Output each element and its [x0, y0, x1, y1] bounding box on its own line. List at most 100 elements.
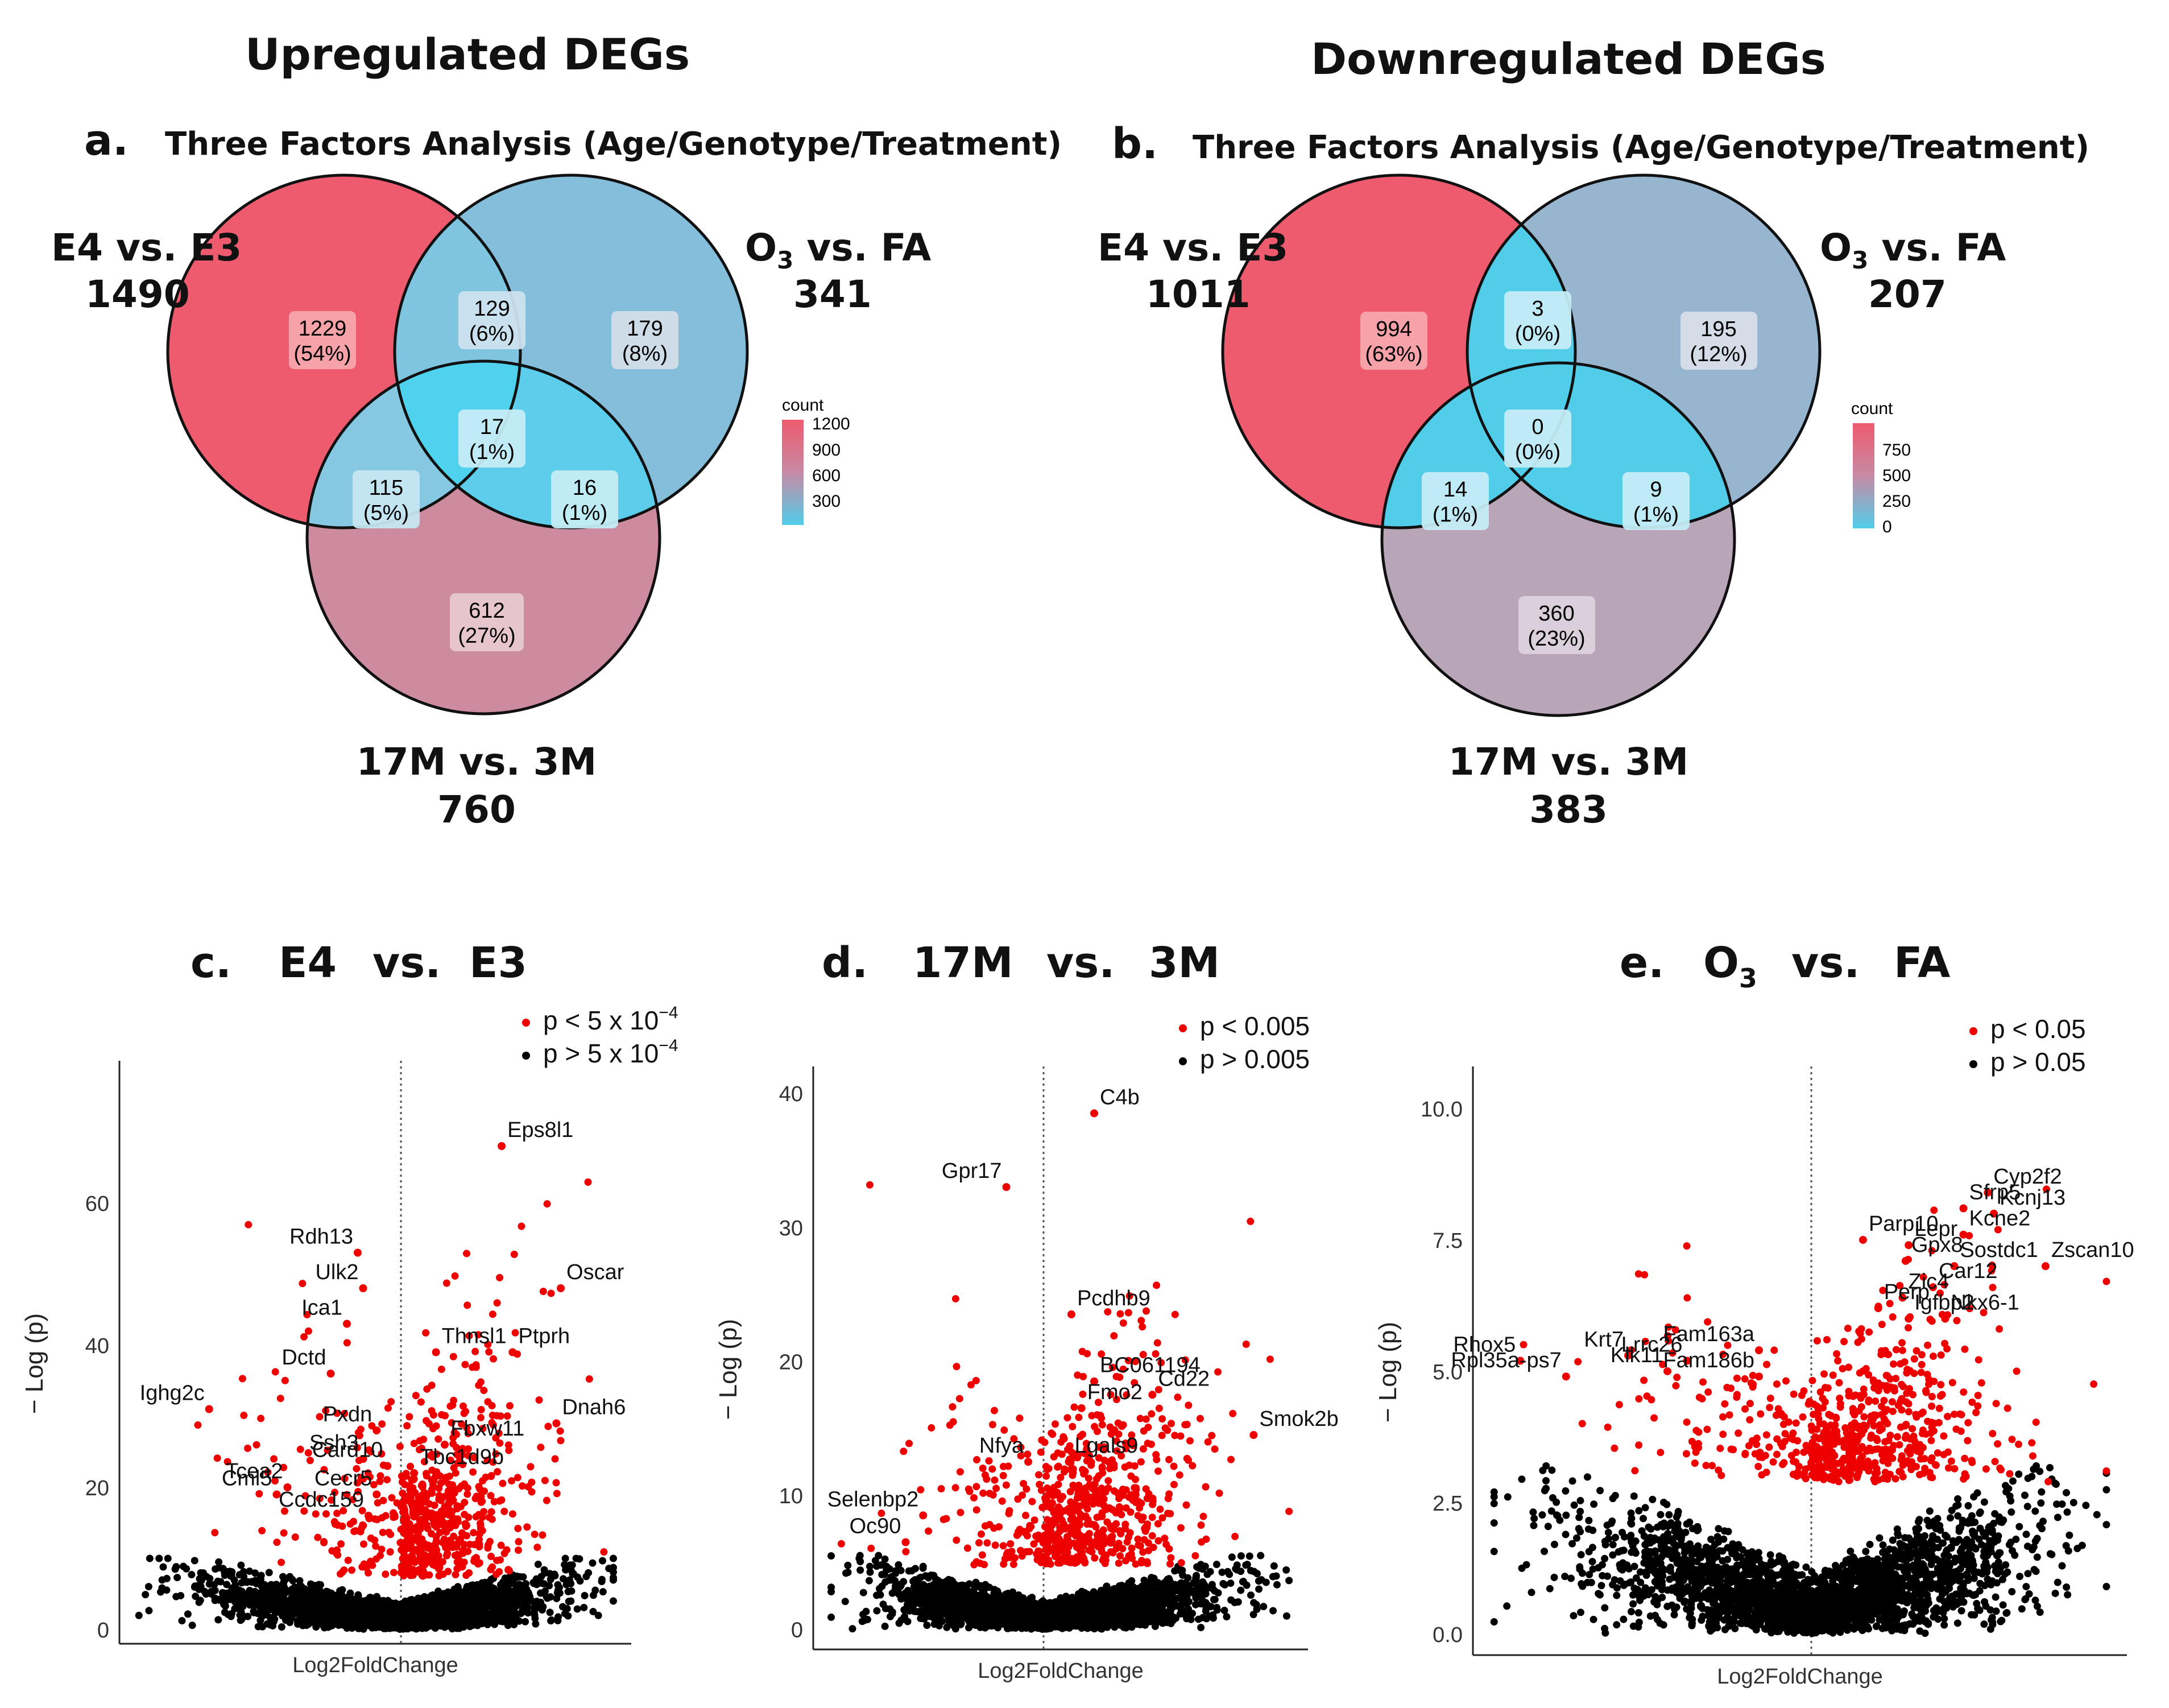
venn-b-region-o3-only-pct: (12%): [1690, 342, 1747, 366]
y-tick-label: 10: [779, 1484, 803, 1508]
y-tick-label: 30: [779, 1217, 803, 1240]
gene-label: BC061194: [1100, 1354, 1201, 1378]
venn-a-set-e4-label: E4 vs. E3: [51, 226, 242, 270]
gene-point: [1090, 1109, 1098, 1118]
venn-a-set-age-label: 17M vs. 3M: [357, 740, 597, 784]
gene-fmo2: Fmo2: [1077, 1380, 1143, 1412]
legend-label: p > 5 x 10−4: [543, 1036, 678, 1068]
legend-swatch: [1969, 1027, 1977, 1035]
venn-a-region-o3-age-pct: (1%): [562, 501, 607, 525]
gene-label: Tcea2: [225, 1459, 283, 1483]
legend-label: p > 0.005: [1200, 1044, 1310, 1074]
gene-sfrp5: Sfrp5: [1959, 1181, 2021, 1213]
panel-e-title-mid: vs.: [1791, 938, 1860, 987]
venn-a-legend-title: count: [782, 396, 824, 415]
gene-point: [359, 1284, 367, 1292]
gene-krt7: Krt7: [1584, 1327, 1632, 1360]
y-tick-label: 40: [779, 1082, 803, 1106]
gene-point: [557, 1284, 565, 1292]
venn-a-region-e4-age-pct: (5%): [363, 501, 409, 525]
x-axis-label: Log2FoldChange: [1717, 1665, 1883, 1689]
gene-label: Smok2b: [1259, 1407, 1338, 1431]
gene-label: Dctd: [282, 1346, 326, 1370]
panel-c-title-mid: vs.: [372, 938, 441, 987]
panel-c-title-right: E3: [469, 938, 527, 987]
gene-c4b: C4b: [1090, 1085, 1140, 1118]
venn-a-count-legend: count 1200 900 600 300: [782, 396, 850, 525]
gene-point: [1024, 1458, 1033, 1466]
venn-b-region-all-count: 0: [1531, 415, 1543, 439]
gene-point: [1002, 1183, 1011, 1192]
gene-point: [1905, 1241, 1913, 1250]
volcano-plot-c: 0 20 40 60 Log2FoldChange − Log (p) Eps8l1 Rdh1…: [20, 1003, 678, 1677]
gene-igfbp2: Igfbp2: [1905, 1291, 1975, 1323]
gene-gpr17: Gpr17: [942, 1159, 1011, 1192]
venn-b-legend-tick-3: 0: [1882, 518, 1892, 536]
gene-fam186b: Fam186b: [1663, 1349, 1763, 1381]
venn-b-region-o3-age-count: 9: [1650, 478, 1662, 502]
gene-tcea2: Tcea2: [225, 1459, 292, 1491]
gene-klk11: Klk11: [1611, 1343, 1671, 1375]
venn-b-region-e4-o3-pct: (0%): [1515, 322, 1560, 346]
gene-pcdhb9: Pcdhb9: [1067, 1287, 1150, 1318]
significance-legend: p < 0.05p > 0.05: [1969, 1014, 2086, 1077]
gene-point: [272, 1490, 281, 1499]
gene-gpx8: Gpx8: [1901, 1233, 1963, 1265]
legend-swatch: [1179, 1024, 1187, 1032]
venn-b-set-e4-label: E4 vs. E3: [1098, 226, 1288, 270]
gene-point: [1990, 1209, 1998, 1218]
gene-label: Ighg2c: [140, 1382, 205, 1405]
panel-c-letter: c.: [191, 938, 231, 987]
y-axis-label: − Log (p): [20, 1313, 48, 1414]
gene-point: [1905, 1314, 1913, 1323]
venn-a-region-o3-only-count: 179: [627, 317, 663, 341]
gene-parp10: Parp10: [1858, 1212, 1939, 1244]
venn-a-legend-tick-1: 900: [812, 441, 841, 460]
panel-b-title: Three Factors Analysis (Age/Genotype/Tre…: [1193, 129, 2089, 166]
gene-point: [1941, 1314, 1949, 1323]
gene-point-cloud: [827, 1181, 1293, 1633]
gene-cecr5: Cecr5: [314, 1467, 381, 1499]
gene-point: [410, 1469, 419, 1477]
venn-a-region-age-only-pct: (27%): [458, 624, 515, 648]
legend-label: p > 0.05: [1990, 1047, 2086, 1077]
gene-point: [1663, 1367, 1671, 1375]
gene-smok2b: Smok2b: [1249, 1407, 1339, 1439]
gene-kcnj13: Kcnj13: [1990, 1186, 2065, 1218]
venn-a-set-age-total: 760: [437, 788, 516, 832]
venn-b-region-o3-age-pct: (1%): [1633, 503, 1679, 527]
gene-zscan10: Zscan10: [2041, 1238, 2134, 1271]
gene-rpl35a-ps7: Rpl35a-ps7: [1451, 1349, 1570, 1381]
gene-label: Ccdc159: [279, 1488, 364, 1512]
volcano-d-title: d. 17M vs. 3M: [822, 938, 1220, 987]
venn-a-region-e4-o3-count: 129: [474, 297, 510, 321]
gene-point-cloud: [1490, 1185, 2110, 1637]
gene-label: Krt7: [1584, 1327, 1624, 1351]
gene-point: [383, 1462, 392, 1470]
y-axis-label: − Log (p): [714, 1319, 742, 1420]
gene-point: [1874, 1304, 1882, 1313]
gene-label: Car12: [1939, 1259, 1998, 1283]
gene-point: [1898, 1293, 1907, 1302]
y-tick-label: 2.5: [1433, 1492, 1463, 1516]
gene-lgals9: Lgals9: [1065, 1434, 1138, 1466]
gene-label: Parp10: [1869, 1212, 1939, 1236]
gene-pxdn: Pxdn: [323, 1403, 381, 1434]
gene-label: Cd22: [1158, 1367, 1210, 1391]
gene-eps8l1: Eps8l1: [498, 1118, 573, 1150]
venn-b-legend-tick-0: 750: [1882, 441, 1911, 460]
gene-thnsl1: Thnsl1: [432, 1325, 507, 1357]
gene-label: Pxdn: [323, 1403, 372, 1426]
gene-point: [919, 1511, 928, 1520]
panel-d-title-right: 3M: [1149, 938, 1220, 987]
venn-a-region-o3-only-pct: (8%): [622, 342, 668, 366]
gene-point: [372, 1490, 381, 1499]
gene-label: Igfbp2: [1914, 1291, 1975, 1315]
legend-label: p < 5 x 10−4: [543, 1003, 678, 1035]
gene-car12: Car12: [1929, 1259, 1998, 1292]
panel-d-title-left: 17M: [913, 938, 1013, 987]
gene-point: [1755, 1346, 1763, 1355]
gene-dctd: Dctd: [282, 1346, 335, 1378]
